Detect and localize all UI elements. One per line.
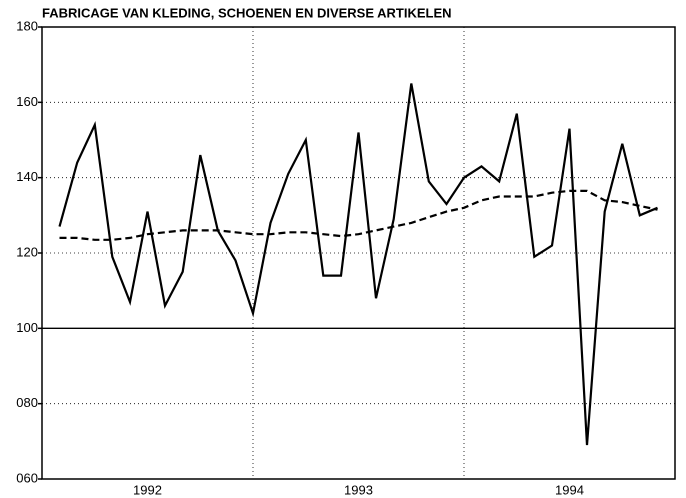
x-tick-label: 1994 [555, 482, 584, 497]
x-tick-label: 1992 [133, 482, 162, 497]
y-tick-label: 120 [16, 244, 38, 259]
y-tick-label: 080 [16, 395, 38, 410]
x-tick-label: 1993 [344, 482, 373, 497]
y-tick-label: 140 [16, 169, 38, 184]
chart-title: FABRICAGE VAN KLEDING, SCHOENEN EN DIVER… [42, 5, 452, 20]
y-tick-label: 160 [16, 94, 38, 109]
trend-line [59, 189, 658, 241]
y-tick-label: 180 [16, 18, 38, 33]
y-tick-label: 060 [16, 470, 38, 485]
plot-frame [41, 26, 676, 480]
data-line [58, 83, 658, 446]
y-tick-label: 100 [16, 320, 38, 335]
